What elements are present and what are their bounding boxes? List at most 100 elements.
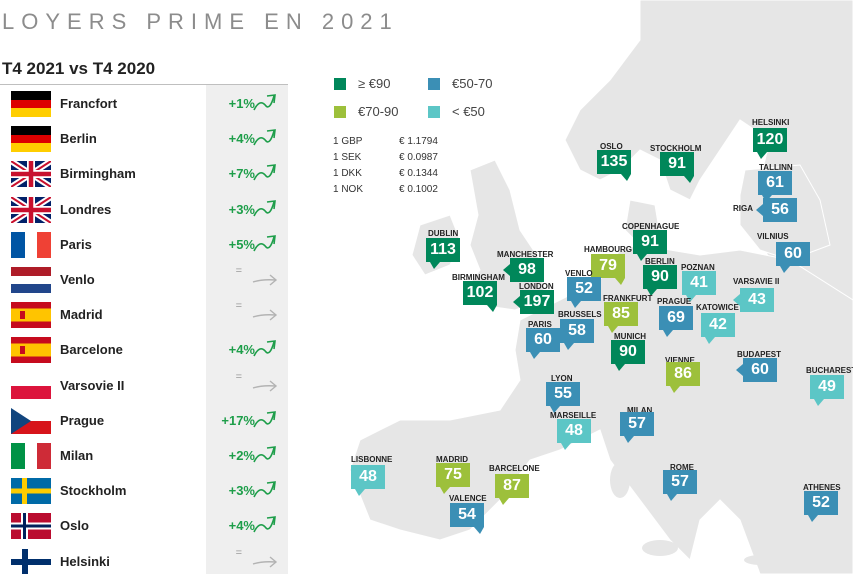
rent-marker-vilnius: 60 xyxy=(776,242,810,266)
city-name: Berlin xyxy=(60,131,97,147)
pl-flag-icon xyxy=(11,372,51,399)
legend-swatch xyxy=(334,105,346,118)
city-label-dublin: DUBLIN xyxy=(428,229,459,238)
list-item: Barcelone +4% xyxy=(0,333,288,368)
marker-pointer-icon xyxy=(430,262,440,269)
list-item: Milan +2% xyxy=(0,439,288,474)
city-label-madrid: MADRID xyxy=(436,455,468,464)
marker-pointer-icon xyxy=(503,264,510,276)
city-name: Milan xyxy=(60,448,94,463)
city-label-vienne: VIENNE xyxy=(665,356,695,365)
city-label-frankfurt: FRANKFURT xyxy=(603,294,653,303)
marker-pointer-icon xyxy=(624,436,634,443)
trend-up-arrow-icon xyxy=(252,198,278,220)
fx-row: 1 DKK € 0.1344 xyxy=(333,168,453,184)
trend-flat-arrow-icon xyxy=(252,550,278,572)
city-name: Barcelone xyxy=(60,342,123,358)
city-name: Venlo xyxy=(60,272,95,287)
rent-marker-riga: 56 xyxy=(763,198,797,222)
marker-pointer-icon xyxy=(621,174,631,181)
rent-marker-prague: 69 xyxy=(659,306,693,330)
city-label-lisbonne: LISBONNE xyxy=(351,455,393,464)
change-value: = xyxy=(235,300,242,313)
change-value: +4% xyxy=(228,518,255,534)
rent-marker-madrid: 75 xyxy=(436,463,470,487)
change-value: +1% xyxy=(228,96,255,111)
city-label-rome: ROME xyxy=(670,463,694,472)
rent-marker-munich: 90 xyxy=(611,340,645,364)
city-label-tallinn: TALLINN xyxy=(759,163,793,172)
change-value: +3% xyxy=(228,201,255,217)
marker-pointer-icon xyxy=(756,204,763,216)
list-item: Prague +17% xyxy=(0,404,288,439)
marker-pointer-icon xyxy=(736,364,743,376)
rent-marker-lyon: 55 xyxy=(546,382,580,406)
legend-swatch xyxy=(428,105,440,118)
marker-pointer-icon xyxy=(608,326,618,333)
fx-currency: 1 GBP xyxy=(333,136,363,147)
de-flag-icon xyxy=(11,91,51,117)
marker-pointer-icon xyxy=(550,406,560,413)
legend-item-teal: < €50 xyxy=(428,104,485,119)
rent-marker-frankfurt: 85 xyxy=(604,302,638,326)
change-value: +4% xyxy=(228,342,255,358)
city-label-poznan: POZNAN xyxy=(681,263,715,272)
page-title: LOYERS PRIME EN 2021 xyxy=(2,9,399,34)
city-label-barcelone: BARCELONE xyxy=(489,464,540,473)
fx-row: 1 SEK € 0.0987 xyxy=(333,152,453,168)
panel-divider xyxy=(0,84,288,85)
city-label-berlin: BERLIN xyxy=(645,257,675,266)
rent-marker-valence: 54 xyxy=(450,503,484,527)
trend-flat-arrow-icon xyxy=(252,303,278,325)
rent-marker-athenes: 52 xyxy=(804,491,838,515)
city-label-lyon: LYON xyxy=(551,374,573,383)
rent-marker-stockholm: 91 xyxy=(660,152,694,176)
change-value: +4% xyxy=(228,131,255,147)
fx-value: € 0.1344 xyxy=(399,168,438,179)
rent-marker-bucharest: 49 xyxy=(810,375,844,399)
rent-marker-varsavie-ii: 43 xyxy=(740,288,774,312)
trend-flat-arrow-icon xyxy=(252,268,278,290)
city-label-bucharest: BUCHAREST xyxy=(806,366,853,375)
fx-row: 1 GBP € 1.1794 xyxy=(333,136,453,152)
rent-marker-oslo: 135 xyxy=(597,150,631,174)
city-name: Helsinki xyxy=(60,553,110,569)
marker-pointer-icon xyxy=(686,295,696,302)
cz-flag-icon xyxy=(11,407,51,434)
legend: ≥ €90 €50-70 €70-90 < €50 xyxy=(334,76,514,120)
city-label-budapest: BUDAPEST xyxy=(737,350,782,359)
city-name: Paris xyxy=(60,236,92,252)
de-flag-icon xyxy=(11,126,51,153)
rent-marker-tallinn: 61 xyxy=(758,171,792,195)
uk-flag-icon xyxy=(11,161,51,188)
trend-up-arrow-icon xyxy=(252,233,278,255)
city-label-milan: MILAN xyxy=(627,406,653,415)
no-flag-icon xyxy=(11,513,51,540)
legend-swatch xyxy=(428,77,440,90)
rent-marker-copenhague: 91 xyxy=(633,230,667,254)
rent-marker-rome: 57 xyxy=(663,470,697,494)
marker-pointer-icon xyxy=(571,301,581,308)
marker-pointer-icon xyxy=(637,254,647,261)
marker-pointer-icon xyxy=(615,278,625,285)
legend-label: ≥ €90 xyxy=(358,76,391,91)
rent-marker-lisbonne: 48 xyxy=(351,465,385,489)
list-item: Birmingham +7% xyxy=(0,157,288,192)
rent-marker-katowice: 42 xyxy=(701,313,735,337)
marker-pointer-icon xyxy=(733,294,740,306)
marker-pointer-icon xyxy=(670,386,680,393)
trend-up-arrow-icon xyxy=(252,162,278,184)
marker-pointer-icon xyxy=(663,330,673,337)
it-flag-icon xyxy=(11,443,51,469)
city-name: Stockholm xyxy=(60,483,127,499)
change-value: +5% xyxy=(228,236,255,252)
trend-up-arrow-icon xyxy=(252,409,278,431)
city-name: Madrid xyxy=(60,307,103,323)
fr-flag-icon xyxy=(11,231,51,258)
panel-subtitle: T4 2021 vs T4 2020 xyxy=(2,59,156,78)
rent-marker-london: 197 xyxy=(520,290,554,314)
marker-pointer-icon xyxy=(667,494,677,501)
fx-row: 1 NOK € 0.1002 xyxy=(333,184,453,200)
city-label-helsinki: HELSINKI xyxy=(752,118,790,127)
list-item: Helsinki = xyxy=(0,545,288,574)
